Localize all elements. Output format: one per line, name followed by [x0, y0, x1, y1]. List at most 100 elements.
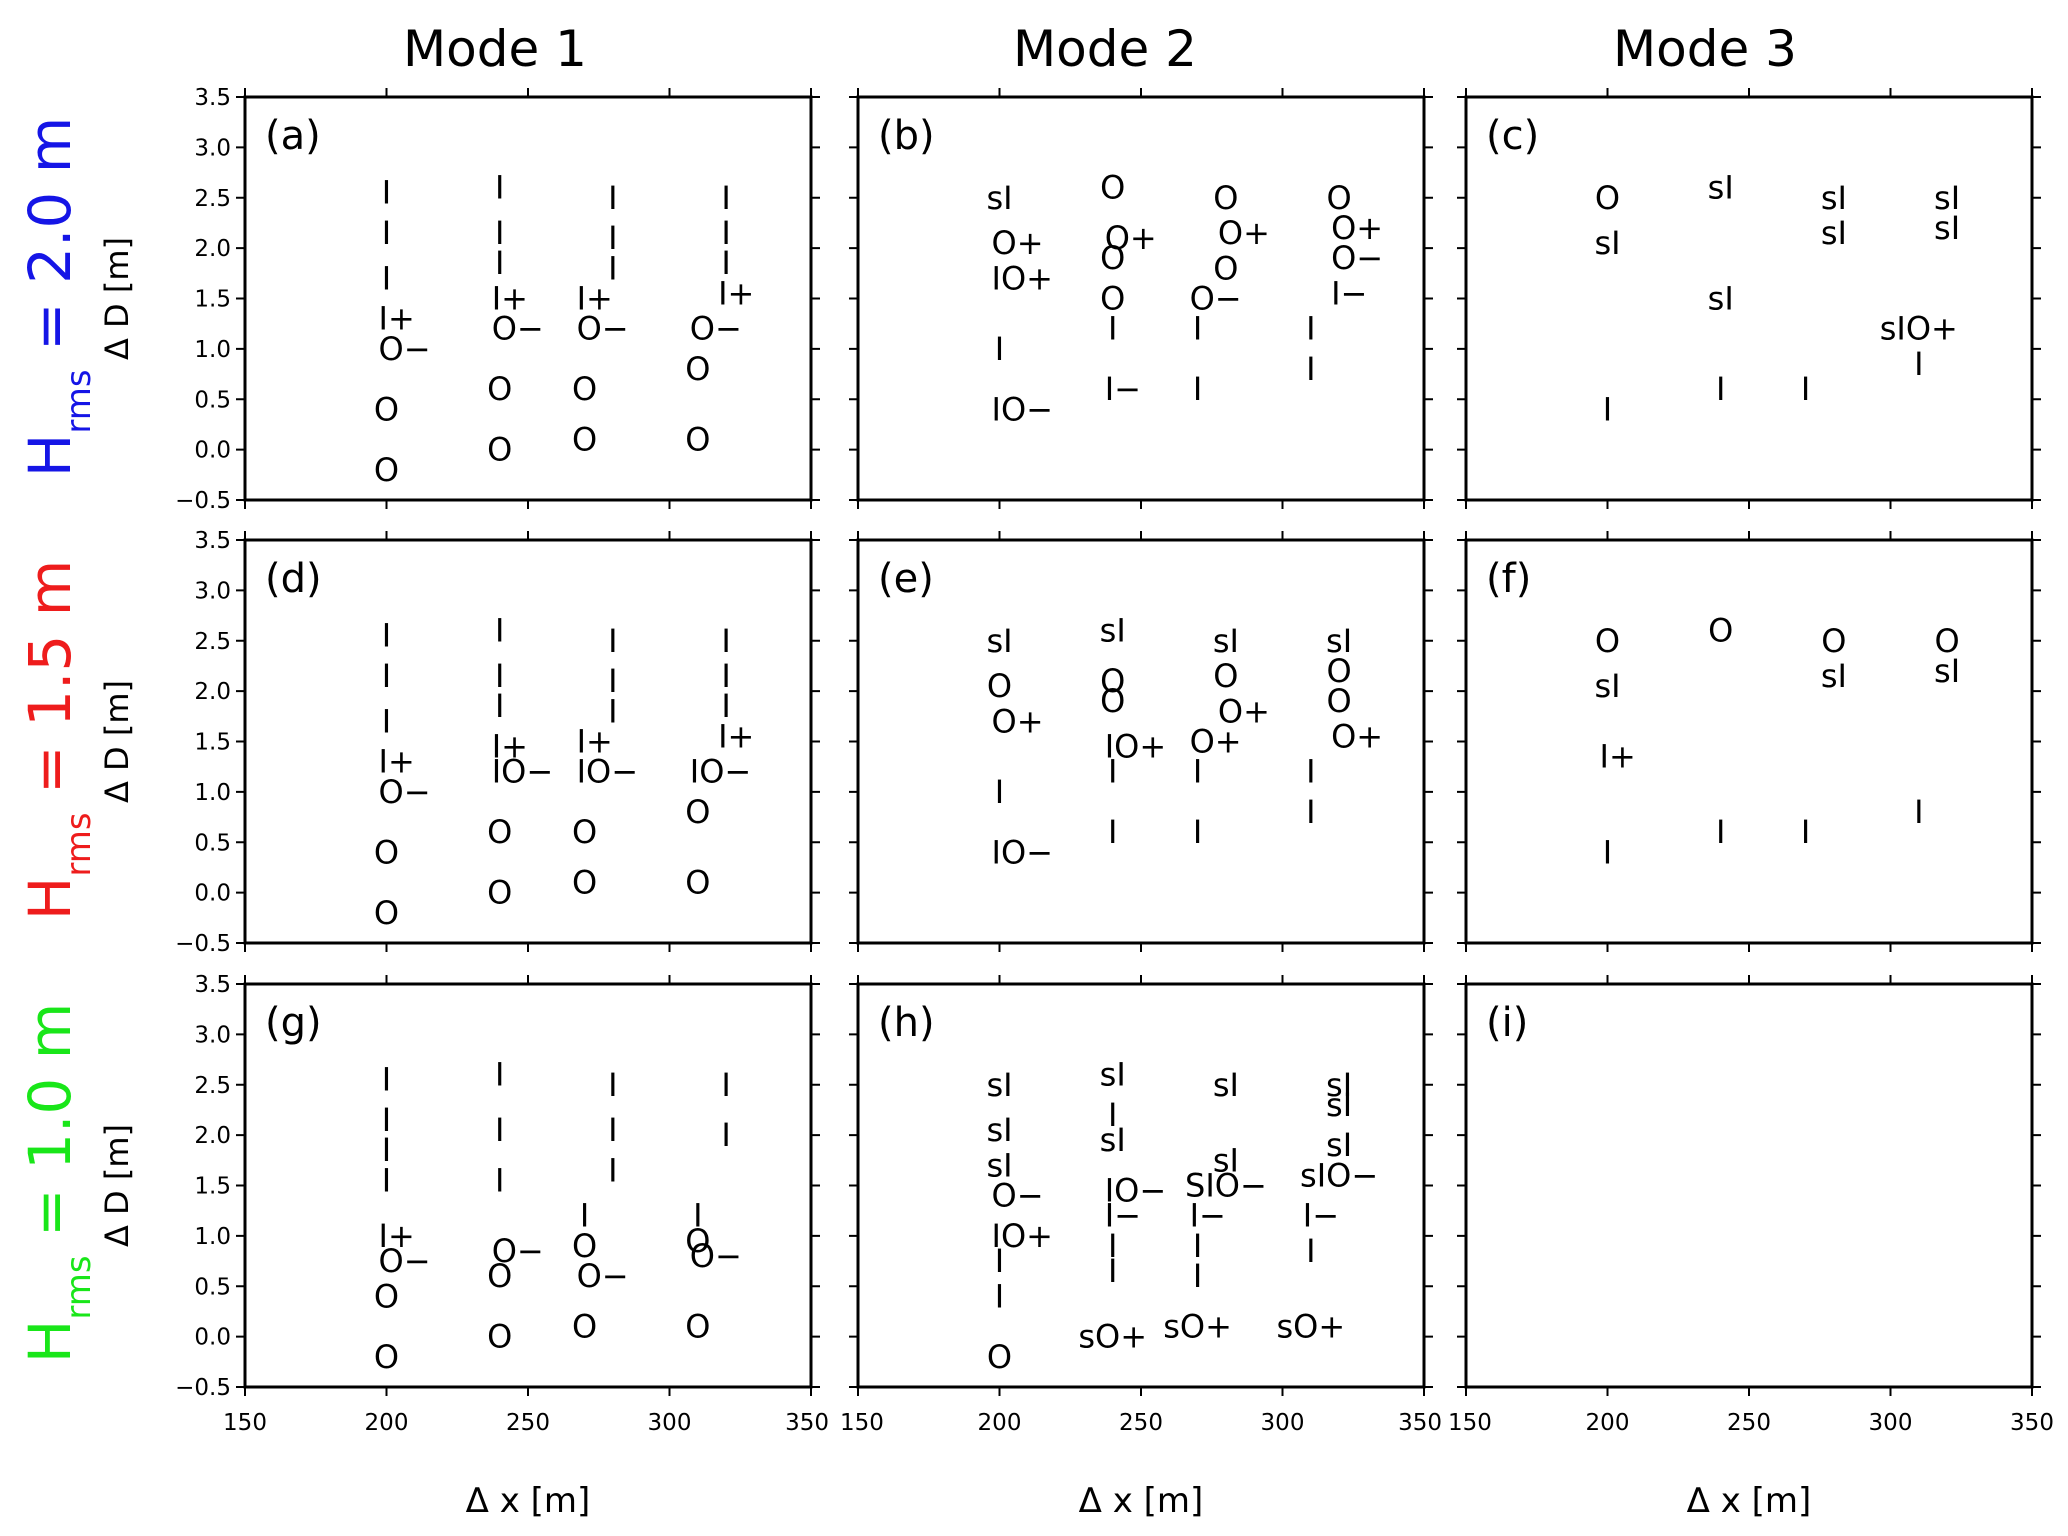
data-point-o: O: [572, 864, 597, 902]
row-title-base: H: [16, 1320, 84, 1364]
data-point-oplus: O+: [992, 702, 1044, 740]
data-point-i: I: [721, 657, 730, 695]
data-point-o: O: [572, 370, 597, 408]
data-point-si: sI: [1934, 209, 1960, 247]
data-point-soplus: sO+: [1163, 1308, 1232, 1346]
column-title-2: Mode 2: [1013, 20, 1197, 78]
data-point-siominus: SIO−: [1185, 1167, 1267, 1205]
panel-frame: [1464, 95, 2034, 502]
data-point-o: O: [572, 1227, 597, 1265]
data-point-i: I: [1603, 833, 1612, 871]
panel-label: (c): [1486, 113, 1539, 159]
data-point-i: I: [1193, 370, 1202, 408]
x-tick-label: 350: [785, 1410, 829, 1436]
data-point-iplus: I+: [379, 1217, 415, 1255]
data-point-si: sI: [1821, 214, 1847, 252]
data-point-o: O: [374, 390, 399, 428]
data-point-oplus: O+: [1190, 723, 1242, 761]
data-point-i: I: [1108, 753, 1117, 791]
y-tick-label: 2.5: [194, 1073, 231, 1099]
x-axis-label: Δ x [m]: [1079, 1481, 1204, 1521]
data-point-o: O: [685, 793, 710, 831]
data-point-i: I: [693, 1197, 702, 1235]
data-point-o: O: [1100, 239, 1125, 277]
y-axis-label: Δ D [m]: [98, 680, 136, 803]
data-point-ominus: O−: [992, 1177, 1044, 1215]
data-point-o: O: [1595, 179, 1620, 217]
data-point-i: I: [1108, 813, 1117, 851]
data-point-si: sI: [1326, 1066, 1352, 1104]
data-point-iplus: I+: [577, 280, 613, 318]
x-tick-label: 200: [365, 1410, 409, 1436]
data-point-o: O: [487, 1257, 512, 1295]
data-point-ominus: O−: [1190, 280, 1242, 318]
data-point-i: I: [382, 1101, 391, 1139]
data-point-iominus: IO−: [690, 753, 751, 791]
data-point-i: I: [995, 773, 1004, 811]
data-point-o: O: [685, 350, 710, 388]
data-point-si: sI: [1213, 1066, 1239, 1104]
data-point-i: I: [1306, 753, 1315, 791]
data-point-si: sI: [1100, 1056, 1126, 1094]
y-tick-label: 0.5: [194, 1274, 231, 1300]
data-point-i: I: [495, 657, 504, 695]
x-tick-label: 250: [1119, 1410, 1163, 1436]
data-point-o: O: [1213, 249, 1238, 287]
data-point-siominus: sIO−: [1300, 1156, 1378, 1194]
row-title-value: = 1.0 m: [16, 1003, 84, 1256]
y-tick-label: 2.0: [194, 1123, 231, 1149]
data-point-o: O: [987, 1338, 1012, 1376]
data-point-ominus: O−: [1331, 239, 1383, 277]
y-tick-label: 0.0: [194, 438, 231, 464]
panel-label: (a): [265, 113, 321, 159]
data-point-ominus: O−: [492, 1232, 544, 1270]
data-point-i: I: [1914, 345, 1923, 383]
data-point-iminus: I−: [1105, 1197, 1141, 1235]
data-point-i: I: [382, 1161, 391, 1199]
x-tick-label: 300: [1869, 1410, 1913, 1436]
data-point-o: O: [487, 1318, 512, 1356]
data-point-iminus: I−: [1331, 274, 1367, 312]
data-point-i: I: [382, 702, 391, 740]
data-point-o: O: [487, 370, 512, 408]
data-point-i: I: [1193, 1227, 1202, 1265]
data-point-i: I: [1306, 310, 1315, 348]
x-tick-label: 250: [506, 1410, 550, 1436]
panel-frame: [1464, 538, 2034, 945]
data-point-si: sI: [1821, 179, 1847, 217]
data-point-si: sI: [1100, 1121, 1126, 1159]
data-point-i: I: [721, 179, 730, 217]
data-point-ominus: O−: [577, 1257, 629, 1295]
data-point-iplus: I+: [492, 280, 528, 318]
x-tick-label: 200: [978, 1410, 1022, 1436]
data-point-i: I: [495, 612, 504, 650]
data-point-i: I: [1193, 753, 1202, 791]
panel-i: 150 200 250 300 350 Δ x [m] (i): [1448, 975, 2054, 1521]
data-point-si: sI: [1213, 1141, 1239, 1179]
data-point-i: I: [495, 1111, 504, 1149]
data-point-i: I: [1108, 1096, 1117, 1134]
data-point-si: sI: [1100, 612, 1126, 650]
data-point-o: O: [987, 667, 1012, 705]
data-point-ominus: O−: [492, 310, 544, 348]
row-title-subscript: rms: [59, 812, 99, 876]
panel-d: −0.50.00.51.01.52.02.53.03.5Δ D [m](d)II…: [98, 528, 820, 957]
data-point-i: I: [608, 249, 617, 287]
data-point-si: sI: [1934, 652, 1960, 690]
data-point-i: I: [1108, 310, 1117, 348]
data-point-i: I: [1716, 370, 1725, 408]
data-point-o: O: [1708, 612, 1733, 650]
row-title-2: Hrms = 1.5 m: [16, 560, 99, 921]
data-point-o: O: [685, 1222, 710, 1260]
data-point-o: O: [374, 833, 399, 871]
y-tick-label: 0.0: [194, 881, 231, 907]
data-point-iplus: I+: [718, 274, 754, 312]
y-tick-label: 0.5: [194, 387, 231, 413]
data-point-i: I: [495, 214, 504, 252]
data-point-o: O: [572, 813, 597, 851]
data-point-si: sI: [1326, 1086, 1352, 1124]
data-point-o: O: [374, 894, 399, 932]
